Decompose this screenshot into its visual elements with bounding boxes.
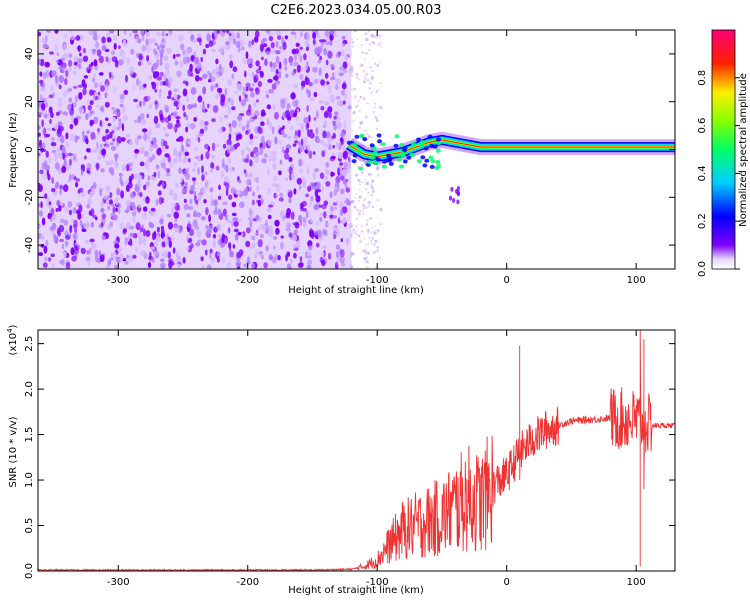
colorbar-tick-label: 0.4 <box>697 165 708 181</box>
snr-y-label: SNR (10 * v/v) <box>8 416 19 487</box>
x-tick-label: -200 <box>236 577 259 588</box>
colorbar-tick-label: 0.8 <box>697 70 708 86</box>
snr-x-label: Height of straight line (km) <box>288 585 424 596</box>
y-tick-label: 20 <box>24 95 35 108</box>
y-tick-label: 0 <box>24 146 35 152</box>
x-tick-label: -300 <box>107 577 130 588</box>
spectrogram-y-label: Frequency (Hz) <box>8 112 19 188</box>
x-tick-label: 100 <box>627 577 646 588</box>
x-tick-label: -100 <box>366 577 389 588</box>
snr-multiplier-exp: 4 <box>6 328 14 333</box>
y-tick-label: 40 <box>24 48 35 61</box>
colorbar: 0.0 0.2 0.4 0.6 0.8 Normalized spectral ampl… <box>697 29 749 277</box>
snr-frame <box>37 329 676 572</box>
y-tick-label: 0.5 <box>24 518 35 534</box>
noise-texture <box>38 30 383 269</box>
x-tick-label: -200 <box>236 275 259 286</box>
spectrogram-image <box>38 30 675 269</box>
colorbar-tick-label: 0.2 <box>697 213 708 229</box>
x-tick-label: 0 <box>503 577 509 588</box>
spectrogram-x-label: Height of straight line (km) <box>288 285 424 296</box>
y-tick-label: 1.0 <box>24 472 35 488</box>
snr-series-line <box>38 330 675 571</box>
colorbar-tick-label: 0.0 <box>697 261 708 277</box>
y-tick-label: 0.0 <box>24 563 35 579</box>
y-tick-label: 2.5 <box>24 336 35 352</box>
snr-multiplier: (x104) <box>6 324 19 355</box>
signal-ridge <box>344 131 675 205</box>
snr-multiplier-base: (x10 <box>8 333 19 356</box>
x-tick-label: -300 <box>107 275 130 286</box>
colorbar-ticks: 0.0 0.2 0.4 0.6 0.8 <box>697 70 740 277</box>
y-tick-label: -40 <box>24 237 35 253</box>
x-tick-label: 100 <box>627 275 646 286</box>
colorbar-label: Normalized spectral amplitude <box>738 73 749 227</box>
snr-multiplier-close: ) <box>8 324 19 328</box>
figure-title: C2E6.2023.034.05.00.R03 <box>270 3 441 18</box>
y-tick-label: 2.0 <box>24 381 35 397</box>
svg-text:(x104): (x104) <box>6 324 19 355</box>
snr-axes: -300 -200 -100 0 100 0.0 0.5 1.0 1.5 2.0 2.5 <box>24 330 675 588</box>
y-tick-label: -20 <box>24 189 35 205</box>
snr-panel: -300 -200 -100 0 100 0.0 0.5 1.0 1.5 2.0 2.5 Heigh… <box>6 324 676 596</box>
y-tick-label: 1.5 <box>24 427 35 443</box>
colorbar-tick-label: 0.6 <box>697 118 708 134</box>
colorbar-gradient <box>711 29 736 270</box>
x-tick-label: 0 <box>503 275 509 286</box>
x-tick-label: -100 <box>366 275 389 286</box>
